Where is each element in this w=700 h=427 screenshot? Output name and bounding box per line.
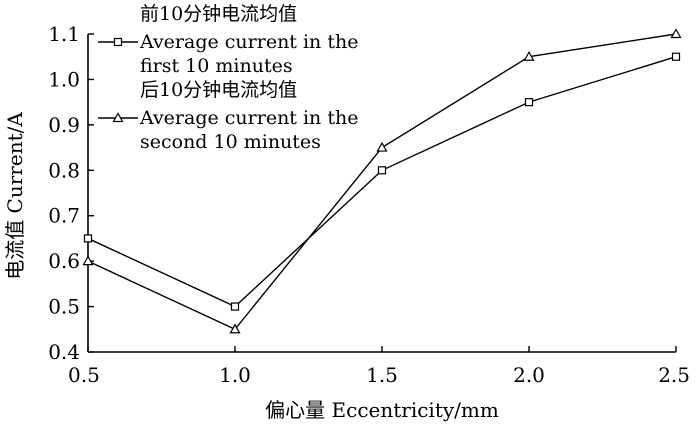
legend-series-2-marker bbox=[112, 112, 124, 123]
series-2-point-4 bbox=[670, 28, 682, 39]
series-2-point-1 bbox=[229, 323, 241, 334]
x-ticks: 0.5 1.0 1.5 2.0 2.5 bbox=[68, 346, 690, 387]
legend-series-1-cn: 前10分钟电流均值 bbox=[140, 3, 297, 25]
y-ticks: 0.4 0.5 0.6 0.7 0.8 0.9 1.0 1.1 bbox=[48, 22, 94, 364]
y-tick-label-2: 0.6 bbox=[48, 249, 80, 273]
legend-series-2-cn: 后10分钟电流均值 bbox=[140, 79, 297, 101]
y-tick-label-6: 1.0 bbox=[48, 67, 80, 91]
series-layer bbox=[82, 28, 682, 334]
series-2-point-0 bbox=[82, 255, 94, 266]
y-tick-label-1: 0.5 bbox=[48, 295, 80, 319]
y-tick-label-3: 0.7 bbox=[48, 204, 80, 228]
series-1-point-4 bbox=[671, 52, 681, 61]
x-tick-label-4: 2.5 bbox=[658, 363, 690, 387]
series-1-point-1 bbox=[230, 302, 240, 311]
y-tick-label-0: 0.4 bbox=[48, 340, 80, 364]
series-1-point-3 bbox=[524, 98, 534, 107]
x-tick-label-1: 1.0 bbox=[219, 363, 251, 387]
legend-series-1-en-line2: first 10 minutes bbox=[140, 55, 293, 77]
legend-series-2-en-line2: second 10 minutes bbox=[140, 131, 321, 153]
legend: 前10分钟电流均值 Average current in the first 1… bbox=[98, 3, 358, 153]
x-tick-label-0: 0.5 bbox=[68, 363, 100, 387]
legend-series-2-en-line1: Average current in the bbox=[139, 107, 358, 129]
x-axis-label: 偏心量 Eccentricity/mm bbox=[265, 398, 499, 422]
legend-series-1-en-line1: Average current in the bbox=[139, 31, 358, 53]
series-2-point-3 bbox=[523, 50, 535, 61]
y-tick-label-4: 0.8 bbox=[48, 158, 80, 182]
y-tick-label-5: 0.9 bbox=[48, 113, 80, 137]
y-tick-label-7: 1.1 bbox=[48, 22, 80, 46]
y-axis-label: 电流值 Current/A bbox=[3, 112, 27, 280]
x-tick-label-2: 1.5 bbox=[366, 363, 398, 387]
series-1-point-2 bbox=[377, 166, 387, 175]
series-1-point-0 bbox=[83, 234, 93, 243]
x-tick-label-3: 2.0 bbox=[513, 363, 545, 387]
legend-series-1-marker bbox=[113, 37, 123, 47]
series-2-point-2 bbox=[376, 141, 388, 152]
